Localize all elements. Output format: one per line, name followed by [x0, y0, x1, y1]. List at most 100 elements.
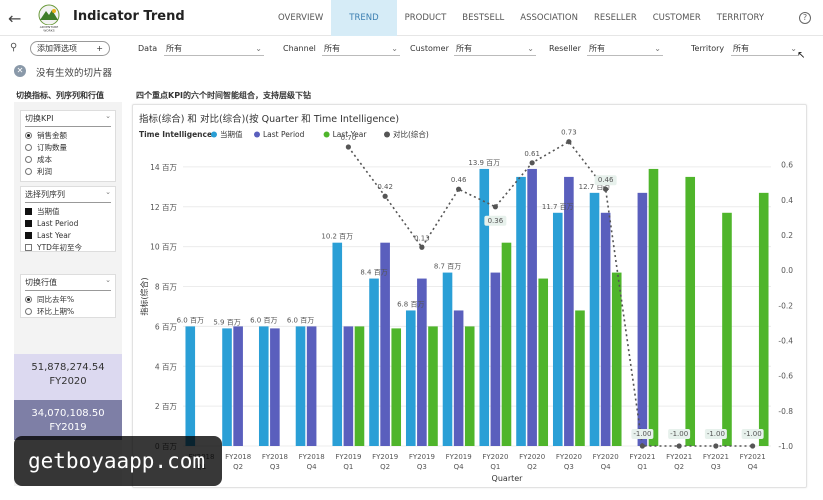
nav-tab-reseller[interactable]: RESELLER [593, 13, 637, 23]
radio-icon[interactable] [25, 295, 32, 303]
kpi-card-value: 51,878,274.54 [31, 362, 105, 373]
filter-select-reseller[interactable]: 所有 ⌄ [587, 41, 663, 56]
comparison-point[interactable] [345, 144, 351, 150]
bar-last-year[interactable] [464, 326, 475, 446]
series-options: 当期值 Last Period Last Year YTD年初至今 [21, 205, 115, 253]
bar-last-year[interactable] [501, 242, 512, 446]
comparison-point[interactable] [492, 204, 498, 210]
radio-icon[interactable] [25, 155, 32, 163]
series-option[interactable]: 当期值 [21, 205, 115, 217]
x-tick-label: FY2021 [666, 453, 692, 461]
bar-当期值[interactable] [295, 326, 306, 446]
bar-当期值[interactable] [332, 242, 343, 446]
bar-last-year[interactable] [722, 212, 732, 446]
chevron-down-icon[interactable]: ⌄ [105, 276, 111, 284]
bar-当期值[interactable] [258, 326, 269, 446]
search-icon[interactable]: ⚲ [10, 42, 18, 53]
nav-tab-product[interactable]: PRODUCT [404, 13, 447, 23]
bar-last-period[interactable] [343, 326, 354, 446]
bar-last-period[interactable] [417, 278, 427, 446]
y2-tick-label: 0.0 [781, 266, 793, 275]
row-option[interactable]: 环比上期% [21, 305, 115, 317]
filter-label-data: Data [138, 44, 158, 53]
bar-当期值[interactable] [369, 278, 379, 446]
bar-当期值[interactable] [405, 310, 416, 446]
filter-select-data[interactable]: 所有 ⌄ [164, 41, 264, 56]
comparison-point[interactable] [382, 193, 388, 199]
row-option[interactable]: 同比去年% [21, 293, 115, 305]
kpi-option[interactable]: 成本 [21, 153, 115, 165]
x-tick-label: FY2021 [629, 453, 655, 461]
nav-tab-customer[interactable]: CUSTOMER [652, 13, 701, 23]
chevron-down-icon: ⌄ [391, 44, 398, 53]
nav-tab-association[interactable]: ASSOCIATION [520, 13, 578, 23]
comparison-point[interactable] [676, 443, 682, 449]
comparison-point[interactable] [529, 160, 535, 166]
bar-当期值[interactable] [185, 326, 196, 446]
nav-tab-bestsell[interactable]: BESTSELL [462, 13, 505, 23]
bar-last-year[interactable] [575, 310, 585, 446]
bar-last-year[interactable] [391, 328, 402, 446]
bar-last-year[interactable] [354, 326, 365, 446]
radio-icon[interactable] [25, 307, 32, 315]
checkbox-icon[interactable] [25, 243, 32, 251]
bar-last-period[interactable] [564, 176, 574, 446]
slicer-status-text: 没有生效的切片器 [36, 68, 113, 79]
bar-当期值[interactable] [442, 272, 453, 446]
kpi-option[interactable]: 利润 [21, 165, 115, 177]
comparison-point[interactable] [419, 244, 425, 250]
radio-icon[interactable] [25, 143, 32, 151]
back-arrow-icon[interactable]: ← [8, 9, 22, 28]
filter-select-channel[interactable]: 所有 ⌄ [322, 41, 400, 56]
comparison-point[interactable] [603, 186, 609, 192]
comparison-point[interactable] [713, 443, 719, 449]
bar-当期值[interactable] [552, 212, 563, 446]
chevron-down-icon[interactable]: ⌄ [105, 112, 111, 120]
comparison-point[interactable] [639, 443, 645, 449]
bar-last-period[interactable] [233, 326, 243, 446]
bar-last-period[interactable] [637, 192, 648, 446]
checkbox-icon[interactable] [25, 219, 32, 227]
bar-last-year[interactable] [611, 272, 622, 446]
comparison-point[interactable] [456, 186, 462, 192]
bar-last-period[interactable] [306, 326, 317, 446]
bar-last-period[interactable] [490, 272, 501, 446]
bar-当期值[interactable] [479, 168, 490, 446]
bar-当期值[interactable] [222, 328, 232, 446]
chevron-down-icon: ⌄ [527, 44, 534, 53]
radio-icon[interactable] [25, 131, 32, 139]
comparison-point[interactable] [566, 139, 572, 145]
bar-当期值[interactable] [516, 176, 526, 446]
bar-last-year[interactable] [648, 168, 659, 446]
series-option[interactable]: Last Year [21, 229, 115, 241]
bar-last-year[interactable] [538, 278, 549, 446]
clear-slicers-icon[interactable]: ✕ [14, 65, 26, 77]
filter-select-customer[interactable]: 所有 ⌄ [454, 41, 536, 56]
bar-last-period[interactable] [527, 168, 537, 446]
bar-当期值[interactable] [589, 192, 600, 446]
bar-last-year[interactable] [428, 326, 438, 446]
nav-tab-overview[interactable]: OVERVIEW [278, 13, 324, 23]
kpi-option[interactable]: 订购数量 [21, 141, 115, 153]
chevron-down-icon[interactable]: ⌄ [105, 188, 111, 196]
nav-tab-territory[interactable]: TERRITORY [716, 13, 765, 23]
comparison-point[interactable] [750, 443, 756, 449]
y-tick-label: 4 百万 [155, 362, 178, 371]
bar-last-year[interactable] [685, 176, 696, 446]
kpi-option[interactable]: 销售金额 [21, 129, 115, 141]
bar-last-period[interactable] [453, 310, 464, 446]
add-filter-button[interactable]: 添加筛选项 + [30, 41, 110, 56]
filter-select-territory[interactable]: 所有 ⌄ [731, 41, 799, 56]
bar-last-period[interactable] [600, 212, 611, 446]
series-option[interactable]: Last Period [21, 217, 115, 229]
series-option[interactable]: YTD年初至今 [21, 241, 115, 253]
legend-marker [323, 131, 330, 138]
bar-last-year[interactable] [758, 192, 769, 446]
checkbox-icon[interactable] [25, 231, 32, 239]
bar-last-period[interactable] [270, 328, 280, 446]
nav-tab-trend[interactable]: TREND [331, 0, 397, 36]
bar-last-period[interactable] [380, 242, 390, 446]
checkbox-icon[interactable] [25, 207, 32, 215]
help-icon[interactable]: ? [799, 12, 811, 24]
radio-icon[interactable] [25, 167, 32, 175]
